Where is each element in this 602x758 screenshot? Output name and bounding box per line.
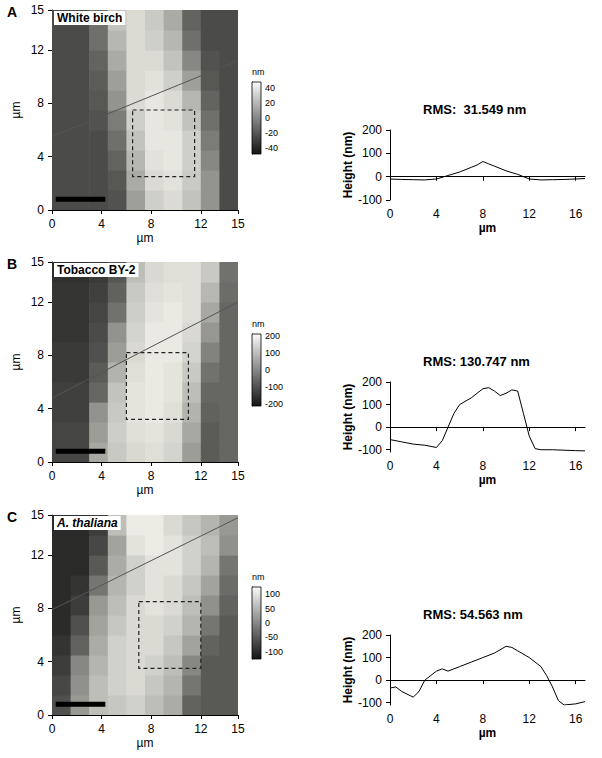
svg-text:µm: µm	[137, 483, 154, 497]
svg-text:8: 8	[480, 712, 487, 726]
svg-text:200: 200	[362, 628, 382, 642]
svg-text:15: 15	[31, 508, 45, 522]
svg-text:µm: µm	[9, 102, 23, 119]
svg-text:12: 12	[194, 469, 208, 483]
svg-text:0: 0	[37, 203, 44, 217]
svg-text:0: 0	[37, 455, 44, 469]
svg-text:8: 8	[37, 96, 44, 110]
svg-text:15: 15	[31, 255, 45, 269]
svg-text:12: 12	[523, 207, 537, 221]
svg-text:0: 0	[375, 673, 382, 687]
svg-text:-100: -100	[265, 382, 283, 392]
svg-text:0: 0	[265, 113, 270, 123]
svg-text:15: 15	[231, 217, 245, 231]
svg-text:15: 15	[231, 722, 245, 736]
svg-text:-100: -100	[265, 647, 283, 657]
svg-text:12: 12	[31, 43, 45, 57]
svg-text:Tobacco BY-2: Tobacco BY-2	[57, 263, 136, 277]
svg-text:20: 20	[265, 98, 275, 108]
svg-text:Height (nm): Height (nm)	[341, 384, 355, 451]
svg-text:µm: µm	[479, 221, 497, 235]
svg-text:0: 0	[387, 712, 394, 726]
svg-text:200: 200	[362, 375, 382, 389]
svg-text:12: 12	[31, 548, 45, 562]
svg-text:40: 40	[265, 83, 275, 93]
svg-text:0: 0	[375, 420, 382, 434]
svg-text:nm: nm	[252, 572, 265, 582]
svg-text:nm: nm	[252, 67, 265, 77]
svg-text:0: 0	[265, 618, 270, 628]
svg-text:4: 4	[37, 402, 44, 416]
svg-text:-40: -40	[265, 143, 278, 153]
svg-text:100: 100	[265, 589, 280, 599]
svg-text:15: 15	[231, 469, 245, 483]
svg-text:-200: -200	[265, 399, 283, 409]
svg-text:Height (nm): Height (nm)	[341, 132, 355, 199]
svg-text:4: 4	[433, 207, 440, 221]
svg-text:100: 100	[362, 146, 382, 160]
svg-text:RMS: 130.747 nm: RMS: 130.747 nm	[423, 354, 530, 369]
svg-text:A. thaliana: A. thaliana	[56, 516, 118, 530]
svg-text:12: 12	[194, 722, 208, 736]
svg-text:-100: -100	[358, 696, 382, 710]
svg-text:200: 200	[362, 123, 382, 137]
svg-text:8: 8	[148, 217, 155, 231]
svg-text:µm: µm	[479, 473, 497, 487]
svg-text:nm: nm	[252, 319, 265, 329]
svg-text:White birch: White birch	[57, 11, 122, 25]
svg-text:15: 15	[31, 3, 45, 17]
svg-text:RMS: 31.549 nm: RMS: 31.549 nm	[423, 102, 526, 117]
svg-text:C: C	[7, 509, 17, 525]
svg-text:0: 0	[49, 469, 56, 483]
svg-text:12: 12	[523, 712, 537, 726]
svg-text:16: 16	[569, 712, 583, 726]
svg-text:0: 0	[387, 459, 394, 473]
svg-text:-20: -20	[265, 128, 278, 138]
svg-text:0: 0	[265, 365, 270, 375]
svg-text:-100: -100	[358, 193, 382, 207]
svg-text:100: 100	[362, 398, 382, 412]
svg-text:-50: -50	[265, 632, 278, 642]
svg-text:8: 8	[480, 207, 487, 221]
svg-text:8: 8	[148, 722, 155, 736]
svg-text:100: 100	[362, 651, 382, 665]
svg-text:4: 4	[37, 655, 44, 669]
svg-text:16: 16	[569, 459, 583, 473]
svg-text:0: 0	[49, 722, 56, 736]
svg-text:0: 0	[375, 170, 382, 184]
svg-text:50: 50	[265, 604, 275, 614]
svg-text:200: 200	[265, 331, 280, 341]
svg-text:µm: µm	[479, 726, 497, 740]
svg-text:100: 100	[265, 348, 280, 358]
svg-text:4: 4	[98, 722, 105, 736]
svg-text:8: 8	[37, 348, 44, 362]
svg-text:8: 8	[37, 601, 44, 615]
svg-text:16: 16	[569, 207, 583, 221]
svg-text:4: 4	[433, 459, 440, 473]
svg-text:12: 12	[31, 295, 45, 309]
svg-text:4: 4	[98, 469, 105, 483]
svg-text:µm: µm	[9, 354, 23, 371]
svg-text:µm: µm	[137, 736, 154, 750]
svg-text:0: 0	[49, 217, 56, 231]
svg-text:µm: µm	[137, 231, 154, 245]
svg-text:4: 4	[37, 150, 44, 164]
svg-text:B: B	[7, 256, 17, 272]
svg-text:µm: µm	[9, 607, 23, 624]
svg-text:8: 8	[148, 469, 155, 483]
svg-text:Height (nm): Height (nm)	[341, 637, 355, 704]
svg-text:RMS: 54.563 nm: RMS: 54.563 nm	[423, 607, 523, 622]
svg-text:-100: -100	[358, 443, 382, 457]
svg-text:4: 4	[433, 712, 440, 726]
svg-text:8: 8	[480, 459, 487, 473]
svg-text:0: 0	[37, 708, 44, 722]
svg-text:0: 0	[387, 207, 394, 221]
svg-text:4: 4	[98, 217, 105, 231]
svg-text:12: 12	[194, 217, 208, 231]
svg-text:A: A	[7, 4, 17, 20]
svg-text:12: 12	[523, 459, 537, 473]
